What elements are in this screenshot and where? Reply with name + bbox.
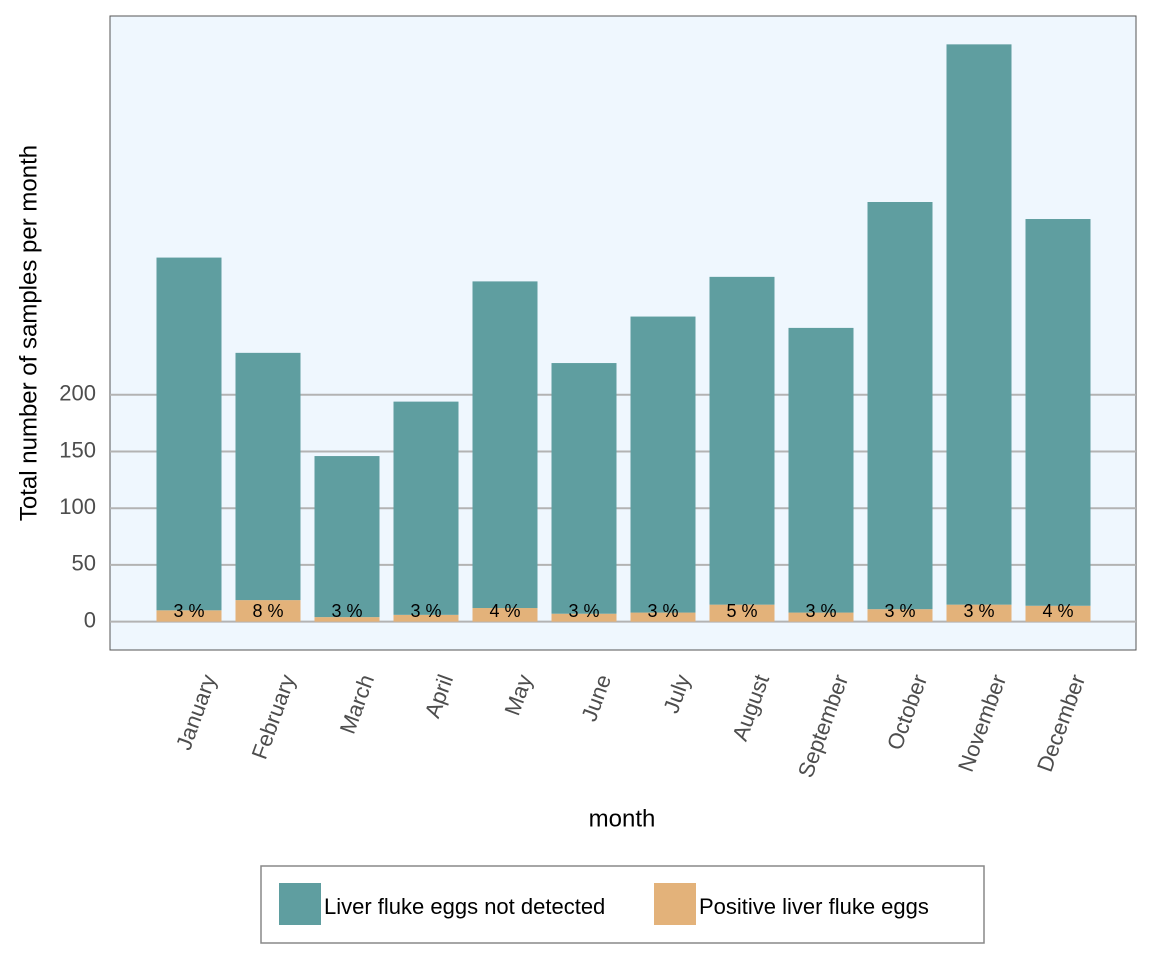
bar-segment (472, 608, 538, 622)
legend-label: Liver fluke eggs not detected (324, 894, 605, 919)
bar-segment (156, 257, 222, 611)
bar-segment (946, 604, 1012, 622)
x-tick-label: January (171, 671, 221, 753)
y-tick-label: 200 (59, 381, 96, 406)
x-tick-label: August (727, 671, 774, 744)
legend-box (260, 865, 985, 944)
bar-segment (867, 202, 933, 610)
x-tick-label: October (882, 671, 932, 753)
x-tick-label: July (658, 671, 695, 716)
bar-segment (630, 316, 696, 613)
bar-segment (551, 363, 617, 614)
bar-segment (156, 610, 222, 622)
bar-segment (946, 44, 1012, 605)
bar-segment (551, 613, 617, 622)
x-tick-label: September (793, 671, 853, 781)
bar-segment (235, 600, 301, 622)
percent-label: 3 % (884, 601, 915, 621)
bar-segment (788, 612, 854, 622)
bar-segment (1025, 219, 1091, 606)
bar-segment (314, 456, 380, 618)
bar-segment (709, 604, 775, 622)
x-tick-label: February (247, 671, 301, 762)
legend-swatch (654, 883, 696, 925)
x-tick-label: December (1032, 671, 1090, 775)
percent-label: 4 % (1042, 601, 1073, 621)
y-tick-label: 150 (59, 437, 96, 462)
x-tick-label: November (953, 671, 1011, 775)
y-tick-label: 0 (84, 607, 96, 632)
percent-label: 4 % (489, 601, 520, 621)
percent-label: 3 % (963, 601, 994, 621)
percent-label: 3 % (173, 601, 204, 621)
bar-segment (709, 276, 775, 605)
percent-label: 3 % (568, 601, 599, 621)
percent-label: 5 % (726, 601, 757, 621)
x-tick-label: June (576, 671, 616, 724)
x-axis-title: month (589, 805, 656, 832)
percent-label: 3 % (805, 601, 836, 621)
y-tick-label: 50 (72, 551, 96, 576)
bar-segment (788, 327, 854, 613)
bar-segment (630, 612, 696, 622)
percent-label: 3 % (331, 601, 362, 621)
bar-segment (1025, 605, 1091, 622)
bar-segment (472, 281, 538, 609)
bar-segment (867, 609, 933, 622)
percent-label: 3 % (647, 601, 678, 621)
x-tick-label: March (335, 671, 379, 737)
x-tick-label: April (420, 671, 459, 721)
x-tick-label: May (499, 671, 537, 719)
bar-segment (314, 617, 380, 622)
percent-label: 3 % (410, 601, 441, 621)
percent-label: 8 % (252, 601, 283, 621)
bar-segment (393, 614, 459, 622)
bar-segment (235, 352, 301, 601)
y-tick-label: 100 (59, 494, 96, 519)
legend-swatch (279, 883, 321, 925)
legend-label: Positive liver fluke eggs (699, 894, 929, 919)
y-axis-title: Total number of samples per month (15, 145, 42, 521)
bar-segment (393, 401, 459, 615)
